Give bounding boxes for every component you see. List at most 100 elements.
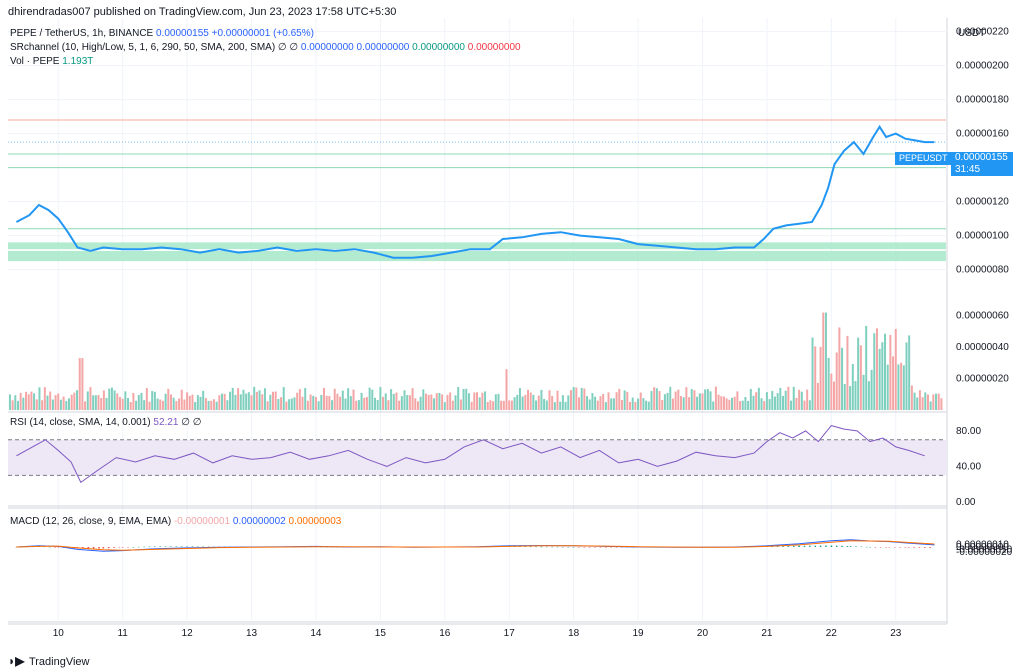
macd-histogram-bar	[846, 546, 849, 547]
volume-bar	[186, 392, 189, 410]
volume-bar	[159, 399, 162, 410]
volume-bar	[803, 400, 806, 410]
volume-bars	[8, 312, 943, 410]
volume-bar	[11, 400, 14, 410]
macd-histogram-bar	[43, 546, 46, 548]
volume-bar	[433, 398, 436, 410]
volume-bar	[92, 395, 95, 410]
macd-histogram-bar	[782, 546, 784, 547]
macd-histogram-bar	[830, 545, 833, 547]
volume-bar	[102, 390, 105, 410]
volume-bar	[492, 401, 495, 410]
volume-bar	[331, 400, 334, 410]
volume-bar	[110, 387, 113, 410]
x-tick-label: 11	[117, 628, 128, 639]
volume-bar	[752, 395, 755, 410]
symbol-price: 0.00000155	[156, 28, 209, 39]
price-axis-label: 0.00000160	[956, 129, 1009, 140]
volume-bar	[261, 394, 264, 410]
volume-bar	[135, 400, 138, 410]
srchannel-label[interactable]: SRchannel (10, High/Low, 5, 1, 6, 290, 5…	[10, 42, 299, 53]
volume-bar	[105, 397, 108, 410]
macd-histogram-bar	[562, 546, 564, 548]
volume-bar	[588, 399, 591, 410]
volume-bar	[521, 396, 524, 410]
volume-bar	[59, 399, 62, 410]
volume-bar	[296, 392, 299, 410]
macd-histogram-bar	[621, 547, 623, 548]
volume-bar	[916, 397, 919, 410]
volume-label[interactable]: Vol · PEPE	[10, 56, 60, 67]
volume-bar	[33, 393, 36, 410]
volume-bar	[349, 396, 352, 410]
volume-bar	[913, 392, 916, 410]
macd-histogram-bar	[191, 546, 194, 547]
volume-bar	[502, 400, 505, 410]
volume-bar	[835, 352, 838, 410]
volume-bar	[484, 391, 487, 410]
volume-bar	[655, 388, 658, 410]
macd-histogram-bar	[159, 546, 162, 547]
rsi-label[interactable]: RSI (14, close, SMA, 14, 0.001)	[10, 417, 151, 428]
volume-bar	[314, 396, 317, 410]
volume-bar	[306, 400, 309, 410]
macd-histogram-bar	[885, 547, 887, 548]
volume-bar	[67, 398, 70, 410]
volume-bar	[731, 397, 734, 410]
volume-bar	[569, 390, 572, 410]
volume-bar	[682, 397, 685, 410]
volume-bar	[757, 387, 760, 410]
volume-bar	[387, 400, 390, 410]
legend-row-symbol: PEPE / TetherUS, 1h, BINANCE 0.00000155 …	[10, 28, 314, 40]
volume-bar	[121, 398, 124, 410]
volume-bar	[167, 388, 170, 410]
volume-bar	[328, 396, 331, 410]
x-tick-label: 14	[310, 628, 322, 639]
volume-bar	[841, 347, 844, 410]
symbol-label[interactable]: PEPE / TetherUS, 1h, BINANCE	[10, 28, 154, 39]
volume-bar	[548, 390, 551, 410]
volume-bar	[838, 327, 841, 410]
volume-bar	[602, 393, 605, 410]
volume-bar	[427, 394, 430, 410]
macd-histogram-bar	[904, 547, 907, 548]
volume-bar	[263, 388, 266, 410]
volume-bar	[309, 394, 312, 410]
volume-bar	[406, 395, 409, 410]
macd-histogram-bar	[583, 547, 586, 548]
volume-bar	[118, 397, 121, 410]
macd-histogram-bar	[102, 547, 105, 549]
volume-bar	[234, 394, 237, 410]
volume-bar	[22, 397, 25, 410]
footer-brand[interactable]: ◗▶ TradingView	[8, 652, 89, 670]
macd-histogram-bar	[567, 546, 570, 548]
volume-bar	[339, 396, 342, 410]
volume-bar	[760, 398, 763, 410]
macd-axis-label: -0.00000020	[956, 547, 1013, 558]
volume-bar	[271, 391, 274, 410]
volume-bar	[661, 400, 664, 410]
volume-bar	[902, 365, 905, 410]
volume-bar	[443, 402, 446, 410]
macd-histogram-bar	[572, 547, 575, 548]
x-tick-label: 19	[632, 628, 644, 639]
volume-bar	[677, 389, 680, 410]
volume-bar	[355, 400, 358, 410]
volume-bar	[696, 396, 699, 410]
volume-bar	[854, 381, 857, 410]
x-tick-label: 16	[439, 628, 451, 639]
volume-bar	[516, 394, 519, 410]
volume-bar	[776, 393, 779, 410]
volume-bar	[693, 390, 696, 410]
volume-bar	[607, 392, 610, 410]
volume-bar	[792, 386, 795, 410]
volume-bar	[787, 386, 790, 410]
volume-bar	[921, 397, 924, 410]
legend-row-srchannel: SRchannel (10, High/Low, 5, 1, 6, 290, 5…	[10, 42, 521, 54]
volume-bar	[398, 400, 401, 410]
volume-bar	[43, 387, 46, 410]
volume-bar	[795, 397, 798, 410]
macd-label[interactable]: MACD (12, 26, close, 9, EMA, EMA)	[10, 516, 172, 527]
volume-bar	[89, 387, 92, 410]
